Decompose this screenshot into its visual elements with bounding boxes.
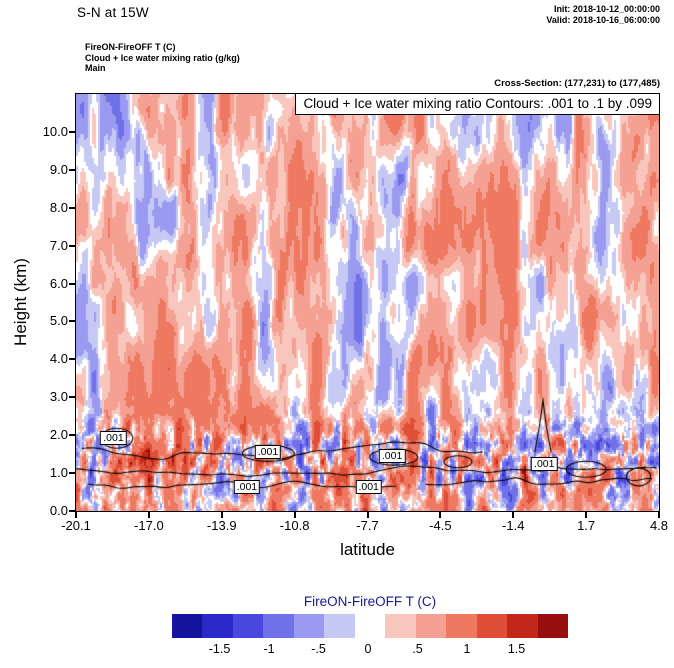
x-tick-label: -1.4 bbox=[502, 518, 525, 533]
init-timestamp: Init: 2018-10-12_00:00:00 bbox=[553, 4, 660, 14]
colorbar-block: FireON-FireOFF T (C) -1.5 -1 -.5 0 .5 1 1.5 bbox=[172, 594, 569, 660]
x-tick-label: -17.0 bbox=[134, 518, 164, 533]
colorbar-segment bbox=[537, 614, 569, 638]
colorbar-segment bbox=[172, 614, 203, 638]
field-temperature-label: FireON-FireOFF T (C) bbox=[85, 42, 176, 52]
contour-value-label: .001 bbox=[378, 449, 406, 464]
colorbar-segment bbox=[293, 614, 325, 638]
x-axis-title: latitude bbox=[340, 540, 395, 559]
colorbar-segment bbox=[354, 614, 386, 638]
colorbar-tick-label: -1 bbox=[263, 642, 275, 656]
y-axis-tick bbox=[69, 168, 75, 171]
y-axis-tick bbox=[69, 206, 75, 209]
contour-value-label: .001 bbox=[531, 456, 558, 471]
x-axis-tick bbox=[220, 512, 223, 518]
y-tick-label: 7.0 bbox=[49, 237, 68, 253]
y-axis-tick bbox=[69, 510, 75, 512]
field-list: FireON-FireOFF T (C) Cloud + Ice water m… bbox=[85, 42, 240, 74]
x-tick-label: -20.1 bbox=[61, 518, 91, 533]
x-tick-label: 1.7 bbox=[577, 518, 596, 533]
x-tick-label: -10.8 bbox=[279, 518, 310, 533]
colorbar-segment bbox=[232, 614, 264, 638]
x-axis-tick bbox=[585, 512, 588, 518]
y-axis-tick bbox=[69, 358, 75, 361]
y-axis-tick bbox=[69, 130, 75, 133]
y-axis-tick bbox=[69, 320, 75, 323]
y-tick-label: 9.0 bbox=[49, 161, 68, 177]
cross-section-label: Cross-Section: (177,231) to (177,485) bbox=[494, 78, 660, 89]
y-axis-tick bbox=[69, 282, 75, 285]
y-tick-label: 3.0 bbox=[49, 389, 68, 405]
colorbar-segment bbox=[324, 614, 355, 638]
colorbar-tick-label: -1.5 bbox=[208, 642, 231, 656]
timestamp-block: Init: 2018-10-12_00:00:00 Valid: 2018-10… bbox=[546, 4, 660, 26]
field-cloud-label: Cloud + Ice water mixing ratio (g/kg) bbox=[85, 52, 240, 63]
colorbar-segment bbox=[446, 614, 477, 638]
y-tick-label: 4.0 bbox=[49, 351, 68, 367]
x-axis-tick bbox=[366, 512, 369, 518]
x-tick-label: -13.9 bbox=[206, 518, 237, 533]
y-axis-tick bbox=[69, 434, 75, 437]
cross-section-field-canvas bbox=[76, 94, 659, 511]
x-axis-tick bbox=[293, 512, 296, 518]
colorbar-tick-label: .5 bbox=[412, 642, 423, 656]
contour-value-label: .001 bbox=[233, 480, 261, 495]
y-tick-label: 8.0 bbox=[49, 199, 68, 215]
contour-value-label: .001 bbox=[355, 480, 382, 495]
y-axis-tick bbox=[69, 244, 75, 247]
colorbar-segment bbox=[507, 614, 538, 638]
x-tick-label: -4.5 bbox=[429, 518, 452, 533]
colorbar-segment bbox=[385, 614, 416, 638]
contour-value-label: .001 bbox=[254, 445, 282, 460]
colorbar-tick-label: 1.5 bbox=[507, 642, 526, 656]
contour-label-layer: .001 .001 .001 .001 .001 .001 bbox=[76, 94, 659, 511]
x-axis-tick bbox=[75, 512, 77, 518]
contour-info-banner: Cloud + Ice water mixing ratio Contours:… bbox=[295, 93, 660, 115]
contour-value-label: .001 bbox=[100, 430, 127, 445]
y-tick-label: 10.0 bbox=[42, 123, 68, 139]
field-domain-label: Main bbox=[85, 63, 106, 73]
colorbar bbox=[172, 614, 569, 638]
y-tick-label: 1.0 bbox=[49, 465, 68, 481]
colorbar-segment bbox=[476, 614, 508, 638]
x-axis-tick bbox=[147, 512, 150, 518]
colorbar-segment bbox=[415, 614, 447, 638]
y-axis-tick bbox=[69, 472, 75, 475]
page-title: S-N at 15W bbox=[77, 5, 149, 20]
colorbar-tick-label: 1 bbox=[463, 642, 471, 656]
y-axis-tick bbox=[69, 396, 75, 399]
plot-area: .001 .001 .001 .001 .001 .001 Cloud + Ice wat… bbox=[75, 93, 660, 512]
x-axis-tick bbox=[439, 512, 442, 518]
colorbar-segment bbox=[263, 614, 294, 638]
x-axis-tick bbox=[512, 512, 515, 518]
colorbar-tick-label: 0 bbox=[364, 642, 372, 656]
x-tick-label: -7.7 bbox=[356, 518, 379, 533]
x-axis-tick bbox=[658, 512, 660, 518]
y-tick-label: 5.0 bbox=[49, 313, 68, 329]
y-tick-label: 2.0 bbox=[49, 427, 68, 443]
colorbar-tick-label: -.5 bbox=[311, 642, 326, 656]
colorbar-title: FireON-FireOFF T (C) bbox=[303, 594, 437, 609]
y-tick-label: 6.0 bbox=[49, 275, 68, 291]
x-tick-label: 4.8 bbox=[649, 518, 669, 533]
colorbar-segment bbox=[202, 614, 233, 638]
y-tick-label: 0.0 bbox=[49, 503, 68, 518]
valid-timestamp: Valid: 2018-10-16_06:00:00 bbox=[546, 15, 660, 25]
